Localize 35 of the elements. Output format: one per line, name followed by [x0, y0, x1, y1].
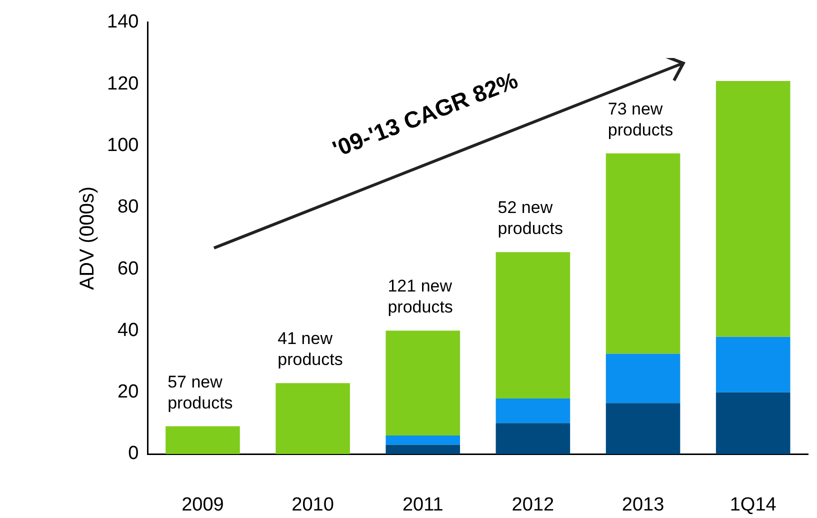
bar [716, 80, 790, 337]
bar [606, 153, 680, 354]
y-tick-label: 120 [107, 73, 139, 94]
y-tick-label: 0 [128, 443, 139, 464]
bar [496, 398, 570, 424]
bar [606, 354, 680, 404]
y-tick-label: 40 [118, 320, 139, 341]
y-tick-label: 80 [118, 196, 139, 218]
bar [386, 444, 460, 454]
bar [716, 392, 790, 454]
annotation: 41 new products [278, 329, 343, 370]
y-tick-label: 100 [107, 134, 139, 156]
annotation: '09-'13 CAGR 82% [328, 66, 522, 162]
annotation: 57 new products [168, 372, 233, 412]
bar [386, 330, 460, 436]
y-tick-label: 140 [107, 12, 139, 33]
annotation: 121 new products [388, 276, 453, 317]
bar [496, 423, 570, 454]
x-tick-label: 2011 [402, 494, 444, 516]
x-tick-label: 2012 [512, 494, 554, 516]
x-tick-label: 2010 [292, 494, 334, 516]
bar [276, 383, 350, 454]
bar [716, 336, 790, 392]
bar [166, 426, 240, 454]
annotation: 52 new products [498, 198, 564, 238]
bar [386, 436, 460, 445]
x-tick-label: 2013 [622, 494, 664, 516]
bar [496, 252, 570, 399]
bar [606, 403, 680, 454]
y-axis-title: ADV (000s) [76, 186, 99, 290]
annotation: 73 new products [608, 99, 674, 140]
x-tick-label: 2009 [182, 494, 224, 516]
x-tick-label: 1Q14 [730, 494, 777, 516]
y-tick-label: 60 [118, 258, 139, 280]
y-tick-label: 20 [118, 382, 139, 403]
